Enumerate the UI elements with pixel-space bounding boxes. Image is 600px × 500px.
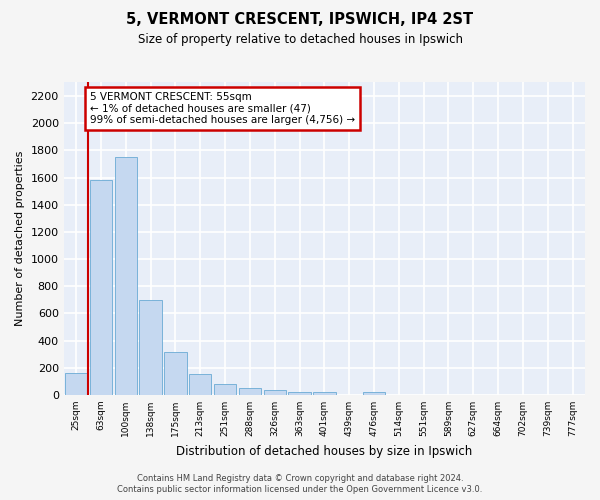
Bar (289, 392, 311, 395)
Bar (363, 392, 385, 395)
X-axis label: Distribution of detached houses by size in Ipswich: Distribution of detached houses by size … (176, 444, 472, 458)
Bar (139, 300, 162, 395)
Bar (189, 374, 211, 395)
Bar (90, 180, 112, 395)
Bar (115, 157, 137, 395)
Y-axis label: Number of detached properties: Number of detached properties (15, 151, 25, 326)
Bar (65, 373, 87, 395)
Bar (263, 390, 286, 395)
Bar (164, 352, 187, 395)
Bar (214, 384, 236, 395)
Bar (239, 388, 261, 395)
Bar (313, 392, 335, 395)
Text: Contains HM Land Registry data © Crown copyright and database right 2024.
Contai: Contains HM Land Registry data © Crown c… (118, 474, 482, 494)
Text: Size of property relative to detached houses in Ipswich: Size of property relative to detached ho… (137, 32, 463, 46)
Text: 5, VERMONT CRESCENT, IPSWICH, IP4 2ST: 5, VERMONT CRESCENT, IPSWICH, IP4 2ST (127, 12, 473, 28)
Text: 5 VERMONT CRESCENT: 55sqm
← 1% of detached houses are smaller (47)
99% of semi-d: 5 VERMONT CRESCENT: 55sqm ← 1% of detach… (90, 92, 355, 125)
